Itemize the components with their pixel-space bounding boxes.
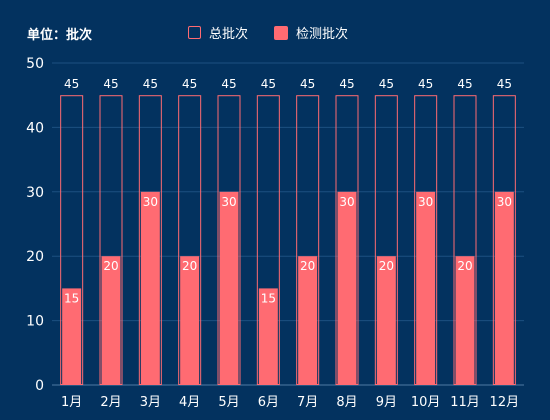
data-label-tested: 15 [64,291,79,305]
data-label-total: 45 [497,77,512,91]
data-label-tested: 30 [339,195,354,209]
data-label-total: 45 [300,77,315,91]
y-tick-label: 10 [26,314,44,330]
data-label-total: 45 [182,77,197,91]
bar-tested [219,191,239,385]
x-tick-label: 1月 [61,395,82,410]
bar-tested [62,288,82,385]
legend: 总批次 检测批次 [188,23,348,42]
bar-tested [258,288,278,385]
data-label-total: 45 [418,77,433,91]
data-label-total: 45 [339,77,354,91]
data-label-total: 45 [379,77,394,91]
x-tick-label: 8月 [336,395,357,410]
data-label-tested: 30 [418,195,433,209]
data-label-total: 45 [64,77,79,91]
data-label-total: 45 [103,77,118,91]
data-label-total: 45 [221,77,236,91]
data-label-tested: 20 [457,259,472,273]
bar-tested [416,191,436,385]
legend-item-tested[interactable]: 检测批次 [274,23,348,42]
x-tick-label: 10月 [411,395,441,410]
x-tick-label: 6月 [258,395,279,410]
data-label-tested: 20 [300,259,315,273]
x-tick-label: 11月 [450,395,480,410]
legend-swatch-tested [274,25,289,40]
y-tick-label: 0 [35,378,44,394]
bar-tested [140,191,160,385]
bar-tested [101,256,121,385]
data-label-tested: 15 [261,291,276,305]
bar-tested [455,256,475,385]
x-tick-label: 7月 [297,395,318,410]
x-tick-label: 12月 [490,395,520,410]
data-label-tested: 20 [182,259,197,273]
data-label-tested: 30 [497,195,512,209]
data-label-total: 45 [457,77,472,91]
legend-label-tested: 检测批次 [296,27,349,42]
y-tick-label: 50 [26,56,44,72]
y-tick-label: 30 [26,185,44,201]
bar-tested [298,256,318,385]
unit-label: 单位：批次 [27,28,93,43]
bar-tested [180,256,200,385]
data-label-tested: 20 [103,259,118,273]
legend-item-total[interactable]: 总批次 [188,23,248,42]
data-label-tested: 20 [379,259,394,273]
x-tick-label: 9月 [376,395,397,410]
bar-tested [337,191,357,385]
x-tick-label: 2月 [100,395,121,410]
x-tick-label: 5月 [218,395,239,410]
data-label-total: 45 [143,77,158,91]
data-label-tested: 30 [143,195,158,209]
y-tick-label: 20 [26,249,44,265]
y-tick-label: 40 [26,120,44,136]
x-tick-label: 3月 [140,395,161,410]
data-label-tested: 30 [221,195,236,209]
data-label-total: 45 [261,77,276,91]
bar-tested [494,191,514,385]
x-tick-label: 4月 [179,395,200,410]
legend-label-total: 总批次 [209,27,249,42]
legend-swatch-total [188,26,201,39]
bar-tested [376,256,396,385]
